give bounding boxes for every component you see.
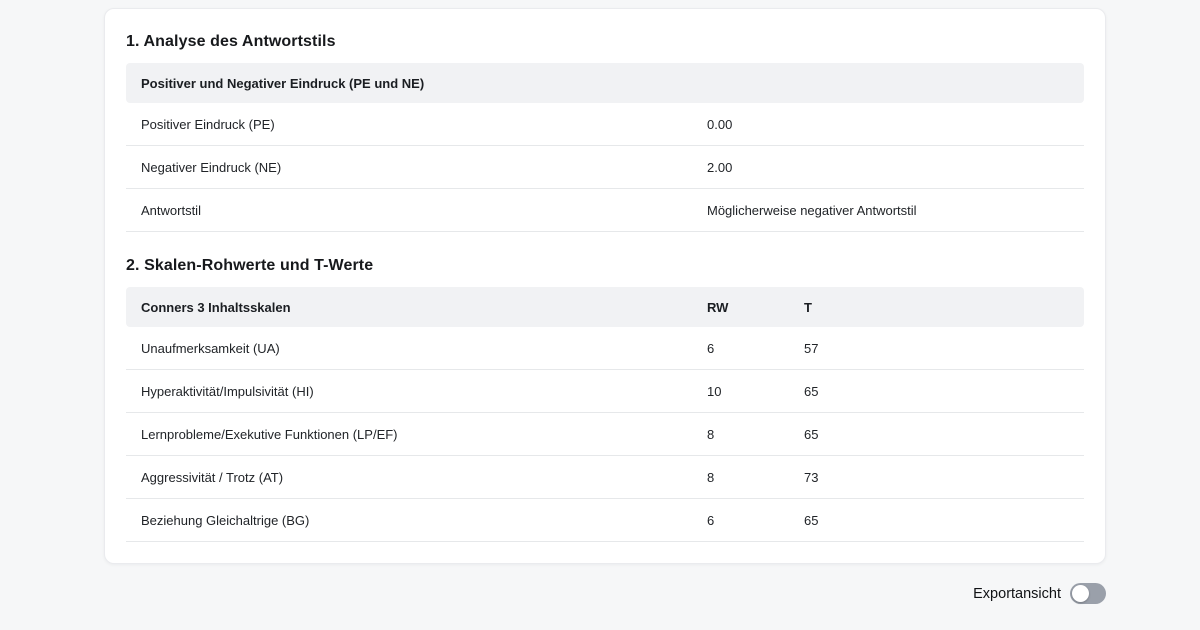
row-label: Unaufmerksamkeit (UA) (141, 340, 280, 356)
export-view-label: Exportansicht (973, 585, 1061, 602)
table-row: Aggressivität / Trotz (AT) 8 73 (126, 456, 1084, 499)
table-1-header-label: Positiver und Negativer Eindruck (PE und… (141, 75, 425, 91)
table-2-header-t: T (804, 299, 812, 315)
table-row: Beziehung Gleichaltrige (BG) 6 65 (126, 499, 1084, 542)
row-label: Hyperaktivität/Impulsivität (HI) (141, 383, 314, 399)
table-2-header-name: Conners 3 Inhaltsskalen (141, 299, 291, 315)
row-t-value: 73 (804, 469, 819, 485)
section-2-title: 2. Skalen-Rohwerte und T-Werte (126, 257, 374, 274)
table-row: Positiver Eindruck (PE) 0.00 (126, 103, 1084, 146)
row-rw-value: 10 (707, 383, 722, 399)
table-row: Unaufmerksamkeit (UA) 6 57 (126, 327, 1084, 370)
section-1-title: 1. Analyse des Antwortstils (126, 33, 336, 50)
report-card: 1. Analyse des Antwortstils Positiver un… (104, 8, 1106, 564)
row-rw-value: 8 (707, 426, 715, 442)
row-t-value: 65 (804, 426, 819, 442)
row-rw-value: 6 (707, 340, 715, 356)
toggle-knob-icon (1072, 585, 1089, 602)
row-t-value: 65 (804, 512, 819, 528)
row-label: Aggressivität / Trotz (AT) (141, 469, 284, 485)
row-value: 2.00 (707, 159, 733, 175)
export-view-toggle[interactable] (1070, 583, 1106, 604)
row-value: 0.00 (707, 116, 733, 132)
row-rw-value: 6 (707, 512, 715, 528)
table-row: Negativer Eindruck (NE) 2.00 (126, 146, 1084, 189)
table-2-header-rw: RW (707, 299, 729, 315)
row-label: Negativer Eindruck (NE) (141, 159, 282, 175)
table-1-header-row: Positiver und Negativer Eindruck (PE und… (126, 63, 1084, 103)
row-label: Antwortstil (141, 202, 201, 218)
table-row: Hyperaktivität/Impulsivität (HI) 10 65 (126, 370, 1084, 413)
table-row: Lernprobleme/Exekutive Funktionen (LP/EF… (126, 413, 1084, 456)
row-value: Möglicherweise negativer Antwortstil (707, 202, 917, 218)
row-rw-value: 8 (707, 469, 715, 485)
row-t-value: 65 (804, 383, 819, 399)
row-t-value: 57 (804, 340, 819, 356)
table-2-header-row: Conners 3 Inhaltsskalen RW T (126, 287, 1084, 327)
table-row: Antwortstil Möglicherweise negativer Ant… (126, 189, 1084, 232)
row-label: Beziehung Gleichaltrige (BG) (141, 512, 310, 528)
row-label: Positiver Eindruck (PE) (141, 116, 275, 132)
footer-controls: Exportansicht (973, 583, 1106, 604)
row-label: Lernprobleme/Exekutive Funktionen (LP/EF… (141, 426, 398, 442)
